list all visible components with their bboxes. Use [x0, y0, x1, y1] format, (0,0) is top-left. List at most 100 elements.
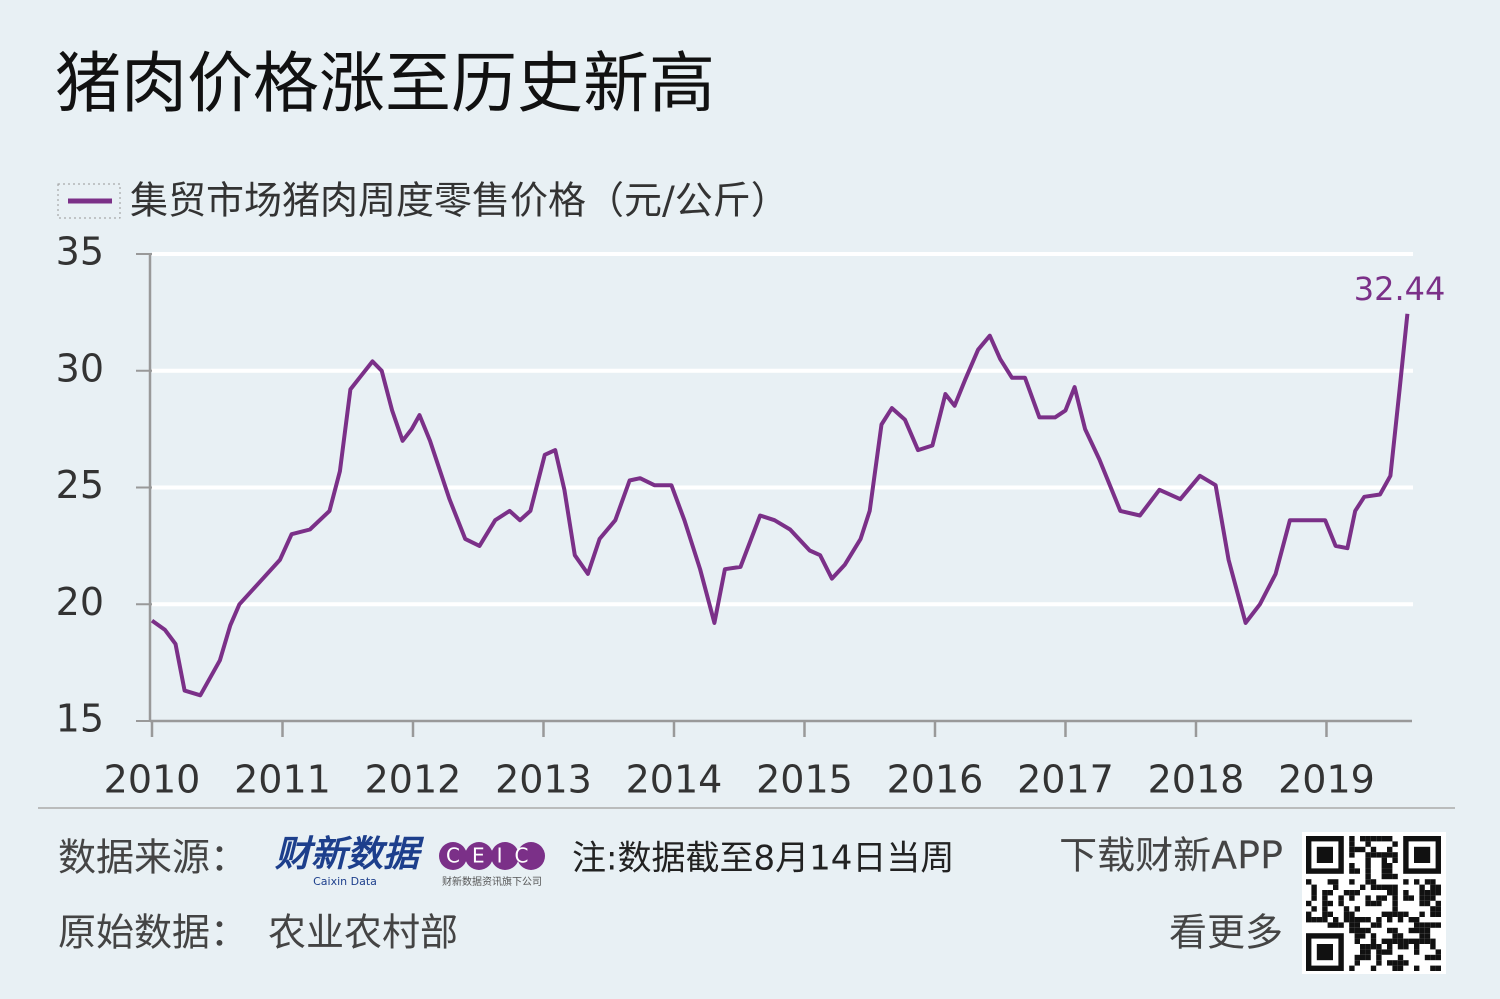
qr-cell [1349, 863, 1355, 869]
qr-cell [1419, 900, 1425, 907]
qr-cell [1343, 906, 1350, 912]
qr-cell [1333, 917, 1339, 923]
qr-cell [1397, 954, 1404, 961]
qr-cell [1414, 949, 1420, 955]
qr-cell [1435, 922, 1441, 928]
qr-cell [1349, 852, 1355, 858]
qr-cell [1370, 938, 1377, 944]
qr-cell [1327, 890, 1333, 896]
qr-cell [1311, 895, 1317, 901]
ceic-dot [465, 842, 493, 870]
x-tick-label: 2017 [1017, 758, 1114, 802]
qr-cell [1365, 841, 1371, 847]
qr-cell [1322, 917, 1328, 923]
qr-cell [1360, 933, 1366, 939]
x-tick-label: 2016 [887, 758, 984, 802]
qr-cell [1424, 954, 1431, 961]
ceic-dot [439, 842, 467, 870]
qr-cell [1333, 884, 1339, 890]
qr-cell [1435, 900, 1441, 907]
qr-cell [1370, 922, 1377, 928]
qr-cell [1430, 906, 1436, 912]
qr-cell [1365, 944, 1371, 950]
qr-cell [1387, 868, 1393, 874]
qr-cell [1430, 944, 1436, 950]
qr-cell [1349, 917, 1355, 923]
qr-cell [1403, 890, 1409, 896]
qr-cell [1322, 911, 1328, 917]
qr-cell [1387, 836, 1393, 842]
qr-code [1302, 832, 1446, 974]
qr-cell [1381, 873, 1387, 880]
qr-cell [1392, 873, 1398, 880]
qr-cell [1322, 890, 1328, 896]
qr-cell [1343, 911, 1350, 917]
qr-cell [1376, 954, 1382, 961]
qr-cell [1392, 852, 1398, 858]
source-label: 数据来源： [58, 836, 248, 880]
qr-cell [1424, 922, 1431, 928]
y-tick-label: 25 [56, 463, 104, 507]
qr-cell [1387, 890, 1393, 896]
qr-cell [1327, 911, 1333, 917]
qr-cell [1327, 922, 1333, 928]
qr-cell [1403, 911, 1409, 917]
qr-cell [1370, 836, 1377, 842]
qr-cell [1322, 895, 1328, 901]
qr-cell [1392, 960, 1398, 966]
qr-cell [1370, 933, 1377, 939]
qr-cell [1360, 836, 1366, 842]
qr-cell [1360, 944, 1366, 950]
qr-cell [1419, 895, 1425, 901]
ceic-text: CEIC [446, 844, 540, 868]
qr-cell [1327, 900, 1333, 907]
logo-text: 财新数据 [275, 834, 425, 875]
qr-cell [1370, 900, 1377, 907]
qr-cell [1306, 900, 1312, 907]
qr-cell [1376, 836, 1382, 842]
qr-cell [1354, 933, 1360, 939]
qr-cell [1419, 933, 1425, 939]
qr-cell [1370, 852, 1377, 858]
logo-sub: Caixin Data [313, 875, 377, 888]
qr-cell [1354, 846, 1360, 853]
x-tick-label: 2011 [234, 758, 331, 802]
qr-cell [1349, 927, 1355, 934]
qr-cell [1333, 879, 1339, 885]
qr-cell [1365, 863, 1371, 869]
legend-frame [57, 183, 121, 219]
qr-cell [1419, 927, 1425, 934]
qr-cell [1424, 890, 1431, 896]
qr-cell [1354, 917, 1360, 923]
qr-cell [1392, 890, 1398, 896]
qr-cell [1349, 868, 1355, 874]
qr-cell [1381, 863, 1387, 869]
qr-cell [1376, 900, 1382, 907]
qr-cell [1311, 890, 1317, 896]
ceic-dot [517, 842, 545, 870]
qr-cell [1370, 965, 1377, 971]
x-tick-label: 2019 [1278, 758, 1375, 802]
qr-cell [1419, 884, 1425, 890]
qr-cell [1392, 906, 1398, 912]
qr-cell [1392, 965, 1398, 971]
qr-cell [1370, 879, 1377, 885]
qr-cell [1387, 863, 1393, 869]
qr-cell [1435, 884, 1441, 890]
qr-cell [1376, 949, 1382, 955]
qr-cell [1338, 895, 1344, 901]
qr-cell [1430, 890, 1436, 896]
qr-cell [1354, 922, 1360, 928]
qr-cell [1387, 873, 1393, 880]
x-tick-label: 2014 [626, 758, 723, 802]
qr-cell [1408, 895, 1414, 901]
qr-cell [1387, 852, 1393, 858]
qr-cell [1381, 911, 1387, 917]
qr-cell [1360, 917, 1366, 923]
qr-cell [1370, 846, 1377, 853]
price-line [150, 313, 1410, 698]
qr-cell [1333, 922, 1339, 928]
qr-cell [1365, 879, 1371, 885]
qr-cell [1365, 917, 1371, 923]
qr-cell [1360, 884, 1366, 890]
